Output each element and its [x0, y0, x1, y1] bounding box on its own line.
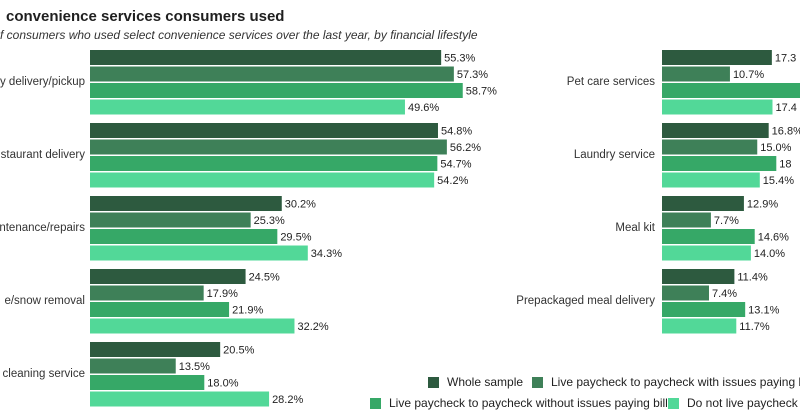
- bar: [90, 229, 278, 244]
- data-label: 55.3%: [444, 53, 475, 65]
- bar: [662, 285, 709, 301]
- bar: [662, 66, 730, 82]
- data-label: 24.5%: [249, 272, 280, 284]
- category-label: e/snow removal: [4, 295, 85, 307]
- data-label: 54.8%: [441, 126, 472, 138]
- bar: [662, 318, 737, 334]
- bar: [90, 285, 204, 301]
- data-label: 20.5%: [223, 345, 254, 357]
- bar: [662, 196, 744, 211]
- bar: [662, 99, 773, 115]
- bar: [90, 212, 251, 228]
- bar: [90, 318, 295, 334]
- data-label: 29.5%: [280, 232, 311, 244]
- bar: [662, 245, 751, 261]
- data-label: 15.4%: [763, 175, 794, 187]
- data-label: 25.3%: [254, 215, 285, 227]
- data-label: 18.0%: [207, 378, 238, 390]
- category-label: Pet care services: [567, 76, 655, 88]
- data-label: 32.2%: [297, 321, 328, 333]
- bar: [90, 99, 405, 115]
- bar: [662, 139, 758, 155]
- data-label: 54.2%: [437, 175, 468, 187]
- bar: [90, 172, 435, 188]
- bar: [90, 50, 442, 65]
- bar: [662, 229, 755, 244]
- bar: [90, 139, 447, 155]
- data-label: 54.7%: [440, 159, 471, 171]
- data-label: 15.0%: [760, 142, 791, 154]
- category-label: Laundry service: [574, 149, 655, 161]
- chart-panel-2: Pet care services 17.3 10.7% 17.4 Laundry se…: [516, 50, 800, 334]
- bar: [90, 156, 438, 171]
- bar: [662, 269, 735, 284]
- data-label: 13.5%: [179, 361, 210, 373]
- data-label: 30.2%: [285, 199, 316, 211]
- chart-subtitle: f consumers who used select convenience …: [0, 28, 478, 42]
- bar: [90, 123, 438, 138]
- data-label: 7.4%: [712, 288, 737, 300]
- bar: [662, 50, 772, 65]
- bar: [662, 212, 711, 228]
- data-label: 58.7%: [466, 86, 497, 98]
- data-label: 13.1%: [748, 305, 779, 317]
- bar: [662, 302, 746, 317]
- bar: [662, 123, 769, 138]
- data-label: 12.9%: [747, 199, 778, 211]
- data-label: 14.6%: [758, 232, 789, 244]
- chart-panel-1: y delivery/pickup 55.3% 57.3% 58.7% 49.6% sta…: [0, 50, 497, 407]
- category-label: ntenance/repairs: [0, 222, 85, 234]
- data-label: 7.7%: [714, 215, 739, 227]
- data-label: 14.0%: [754, 248, 785, 260]
- chart-title: convenience services consumers used: [6, 8, 285, 25]
- data-label: 11.4%: [737, 272, 768, 284]
- data-label: 17.3: [775, 53, 796, 65]
- bar: [90, 391, 270, 407]
- bar: [90, 358, 176, 374]
- data-label: 21.9%: [232, 305, 263, 317]
- category-label: Meal kit: [615, 222, 655, 234]
- data-label: 11.7%: [739, 321, 770, 333]
- bar: [662, 172, 760, 188]
- data-label: 17.4: [775, 102, 796, 114]
- category-label: Prepackaged meal delivery: [516, 295, 655, 307]
- bar: [662, 83, 800, 98]
- bar: [90, 245, 308, 261]
- bar: [90, 302, 230, 317]
- data-label: 34.3%: [311, 248, 342, 260]
- data-label: 57.3%: [457, 69, 488, 81]
- category-label: staurant delivery: [1, 149, 86, 161]
- bar: [90, 196, 282, 211]
- data-label: 56.2%: [450, 142, 481, 154]
- data-label: 16.8%: [772, 126, 800, 138]
- data-label: 28.2%: [272, 394, 303, 406]
- bar: [90, 375, 205, 390]
- bar: [90, 66, 454, 82]
- bar: [90, 83, 463, 98]
- data-label: 18: [779, 159, 791, 171]
- data-label: 10.7%: [733, 69, 764, 81]
- data-label: 17.9%: [207, 288, 238, 300]
- category-label: cleaning service: [3, 368, 85, 380]
- data-label: 49.6%: [408, 102, 439, 114]
- bar: [90, 269, 246, 284]
- bar: [662, 156, 777, 171]
- category-label: y delivery/pickup: [0, 76, 85, 88]
- bar: [90, 342, 221, 357]
